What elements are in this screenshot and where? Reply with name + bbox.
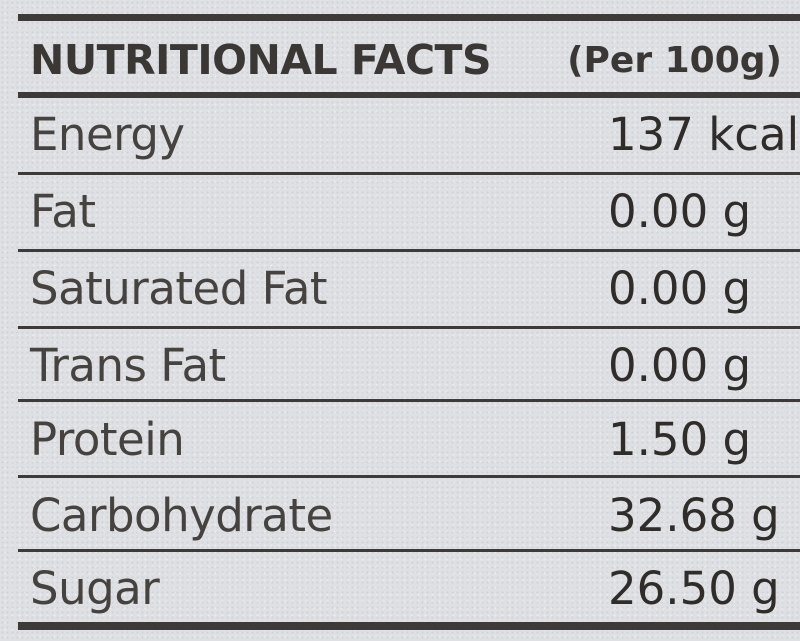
row-divider (18, 326, 800, 329)
row-divider (18, 249, 800, 252)
nutrient-row-saturated-fat: Saturated Fat 0.00 g (30, 252, 784, 324)
nutrient-value: 137 kcal (608, 107, 800, 161)
nutrient-name: Trans Fat (30, 338, 226, 392)
nutrition-header: NUTRITIONAL FACTS (Per 100g) (30, 30, 782, 90)
nutrient-value: 32.68 g (608, 488, 780, 542)
header-title: NUTRITIONAL FACTS (30, 36, 492, 84)
top-border-rule (18, 14, 800, 21)
nutrient-row-energy: Energy 137 kcal (30, 98, 799, 170)
nutrient-name: Saturated Fat (30, 261, 328, 315)
header-divider-rule (18, 92, 800, 98)
nutrient-name: Energy (30, 107, 185, 161)
nutrient-name: Sugar (30, 561, 160, 615)
nutrient-name: Fat (30, 184, 96, 238)
nutrient-row-protein: Protein 1.50 g (30, 403, 784, 475)
row-divider (18, 399, 800, 402)
row-divider (18, 549, 800, 552)
nutrient-name: Carbohydrate (30, 488, 333, 542)
row-divider (18, 475, 800, 478)
nutrient-row-fat: Fat 0.00 g (30, 175, 784, 247)
nutrient-row-trans-fat: Trans Fat 0.00 g (30, 329, 784, 401)
nutrient-name: Protein (30, 412, 185, 466)
nutrient-value: 1.50 g (608, 412, 752, 466)
nutrient-row-carbohydrate: Carbohydrate 32.68 g (30, 479, 784, 551)
nutrient-value: 0.00 g (608, 184, 752, 238)
nutrient-value: 0.00 g (608, 338, 752, 392)
bottom-border-rule (18, 622, 800, 630)
serving-basis: (Per 100g) (567, 39, 782, 81)
row-divider (18, 172, 800, 175)
nutrient-row-sugar: Sugar 26.50 g (30, 552, 784, 624)
nutrient-value: 26.50 g (608, 561, 780, 615)
nutrient-value: 0.00 g (608, 261, 752, 315)
